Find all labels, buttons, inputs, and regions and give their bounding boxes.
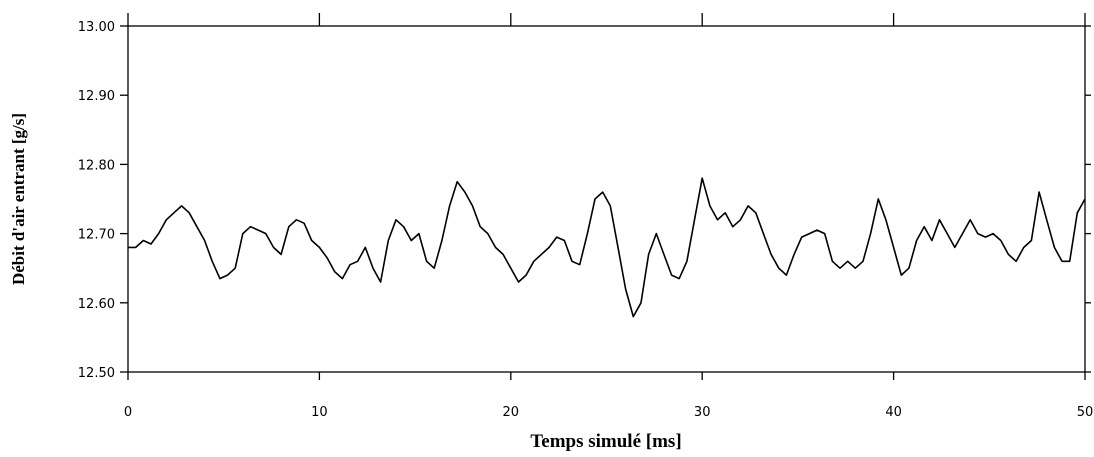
- x-tick-label: 30: [694, 405, 711, 420]
- y-tick-label: 12.70: [78, 228, 115, 243]
- x-tick-label: 50: [1077, 405, 1094, 420]
- x-tick-label: 0: [124, 405, 132, 420]
- axis-ticks: [120, 13, 1091, 380]
- series-line: [128, 177, 1086, 318]
- tick-labels: 0 10 20 30 40 50 12.50 12.60 12.70 12.80 12.90 13.0…: [78, 20, 1093, 420]
- x-tick-label: 40: [885, 405, 902, 420]
- y-tick-label: 12.90: [78, 89, 115, 104]
- x-tick-label: 20: [503, 405, 520, 420]
- x-axis-title: Temps simulé [ms]: [530, 431, 681, 452]
- y-tick-label: 13.00: [78, 20, 115, 35]
- y-tick-label: 12.50: [78, 366, 115, 381]
- y-tick-label: 12.80: [78, 158, 115, 173]
- x-tick-label: 10: [311, 405, 328, 420]
- y-tick-label: 12.60: [78, 297, 115, 312]
- y-axis-title: Débit d'air entrant [g/s]: [9, 113, 28, 285]
